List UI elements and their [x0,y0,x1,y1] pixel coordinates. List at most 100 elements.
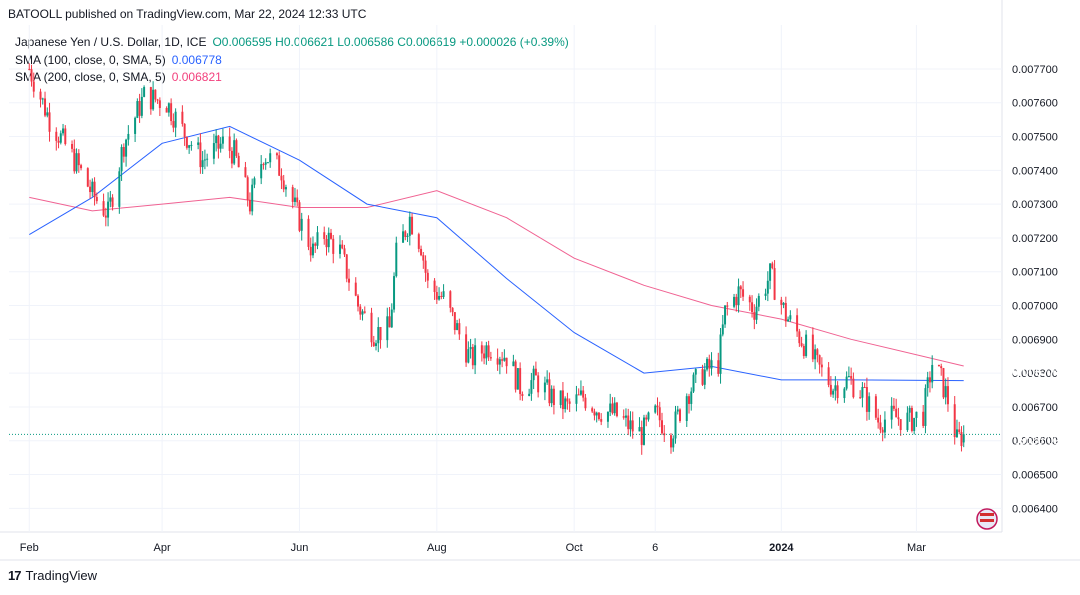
legend-sma200-row[interactable]: SMA (200, close, 0, SMA, 5) 0.006821 [15,69,569,87]
candle-body [156,99,159,101]
chart-legend: Japanese Yen / U.S. Dollar, 1D, ICE O0.0… [15,34,569,87]
candle-body [219,143,222,149]
candle-body [717,360,720,374]
candle-body [532,368,535,381]
candle-body [688,396,691,404]
candle-body [86,168,89,187]
candle-body [834,385,837,391]
candle-body [908,407,911,413]
brand-name: TradingView [25,568,98,583]
candle-body [690,391,693,404]
candle-body [348,278,351,283]
candle-body [59,133,62,143]
candle-body [946,386,949,405]
candle-body [343,248,346,255]
x-tick-label: Aug [427,542,447,554]
candle-body [332,238,335,254]
candle-body [62,128,65,134]
candle-body [735,296,738,306]
y-tick-label: 0.007300 [1012,199,1058,211]
candle-body [955,429,958,438]
candle-body [188,145,191,148]
candle-body [892,405,895,409]
candle-body [708,358,711,369]
candle-body [663,433,666,436]
candle-body [487,345,490,358]
candle-body [248,199,251,212]
candle-body [435,292,438,300]
candle-body [906,412,909,431]
candle-body [354,282,357,296]
sma200-label: SMA (200, close, 0, SMA, 5) [15,70,166,84]
candle-body [260,164,263,179]
candle-body [104,215,107,218]
candle-body [859,397,862,399]
publisher-header: BATOOLL published on TradingView.com, Ma… [8,7,367,21]
candle-body [102,201,105,216]
candle-body [881,429,884,433]
candle-body [48,112,51,132]
candle-body [215,135,218,144]
last-price-text: 0.006619 [1011,418,1063,432]
candle-body [235,140,238,156]
candle-body [386,316,389,341]
candle-body [516,368,519,390]
sma100-price-tag-text: 0.006778 [1011,365,1063,379]
candle-body [787,319,790,322]
candle-body [95,197,98,202]
candle-body [913,417,916,431]
tradingview-brand[interactable]: 17 TradingView [8,568,97,583]
currency-flag-icon-stripe [980,513,994,516]
candle-body [818,355,821,365]
candle-body [314,243,317,246]
candle-body [672,438,675,448]
legend-sma100-row[interactable]: SMA (100, close, 0, SMA, 5) 0.006778 [15,52,569,70]
candle-body [325,239,328,248]
candle-body [769,263,772,281]
candle-body [395,242,398,277]
candle-body [212,143,215,159]
candle-body [390,309,393,328]
candle-body [451,307,454,313]
candle-body [865,387,868,412]
candle-body [739,286,742,290]
candle-body [291,187,294,202]
candle-body [915,411,918,418]
candle-body [940,366,943,369]
candle-body [127,133,130,140]
tradingview-logo-icon: 17 [8,568,22,583]
candle-body [861,387,864,398]
candle-body [505,357,508,367]
candle-body [417,234,420,249]
candle-body [174,111,177,128]
candle-body [550,388,553,404]
candle-body [471,347,474,366]
candle-body [928,377,931,383]
candle-body [140,96,143,116]
candle-body [201,160,204,168]
candle-body [55,131,58,141]
candle-body [726,305,729,307]
candle-body [944,386,947,398]
candle-body [474,345,477,366]
candle-body [185,136,188,148]
candle-body [149,87,152,110]
candle-body [832,390,835,395]
x-tick-label: Apr [154,542,171,554]
candle-body [393,276,396,310]
y-tick-label: 0.006600 [1012,436,1058,448]
candle-body [883,419,886,433]
candle-body [575,394,578,404]
candle-body [266,162,269,164]
candle-body [798,331,801,344]
candle-body [800,343,803,346]
candle-body [217,135,220,149]
candle-body [228,136,231,151]
candle-body [293,197,296,202]
candle-body [674,411,677,439]
candle-body [370,312,373,343]
candle-body [237,155,240,168]
candle-body [501,359,504,361]
symbol-title[interactable]: Japanese Yen / U.S. Dollar, 1D, ICE [15,35,207,49]
